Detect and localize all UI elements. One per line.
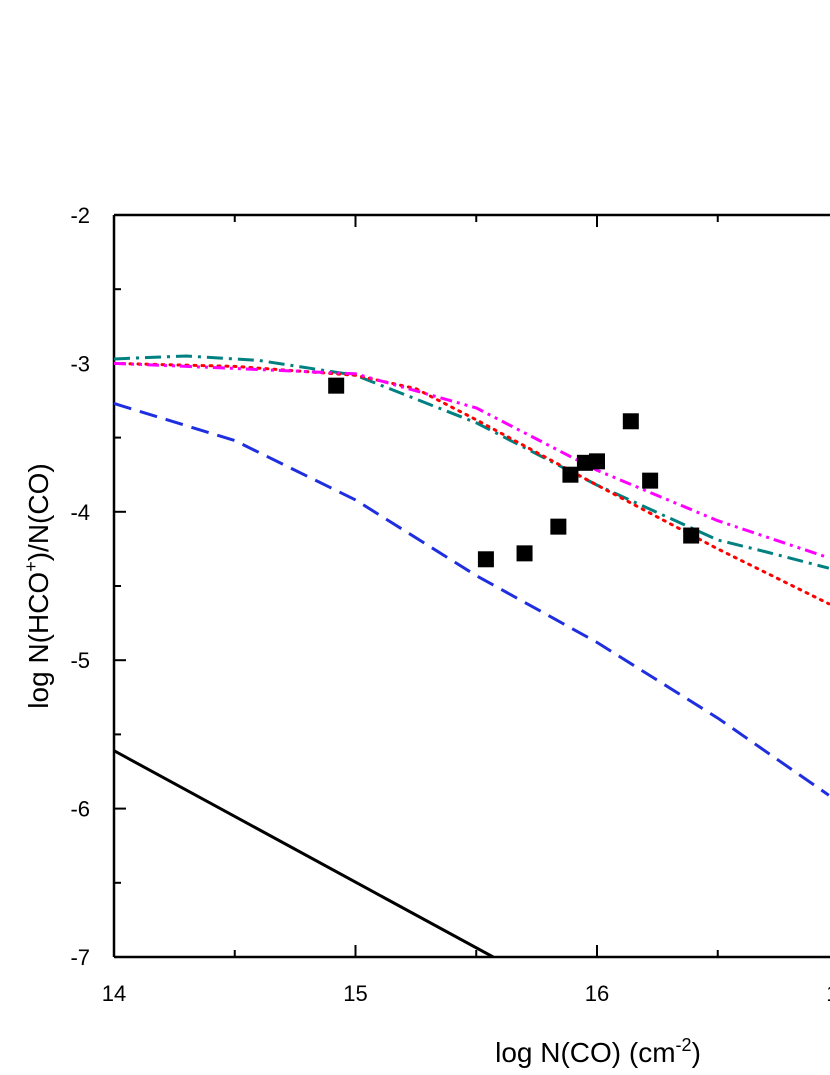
x-tick-label: 15 [343, 981, 367, 1006]
x-tick-label: 17 [826, 981, 830, 1006]
data-point [576, 454, 593, 471]
y-label-end: )/N(CO) [23, 463, 54, 561]
y-tick-label: -6 [70, 797, 90, 822]
data-point [642, 472, 659, 489]
data-point [328, 377, 345, 394]
data-point [516, 545, 533, 562]
y-label-sup: + [21, 561, 41, 572]
y-tick-label: -7 [70, 945, 90, 970]
x-label-main: log N(CO) (cm [495, 1037, 675, 1068]
x-axis-label: log N(CO) (cm-2) [495, 1035, 701, 1068]
data-point [589, 453, 605, 470]
data-point [622, 413, 639, 430]
x-tick-label: 14 [102, 981, 126, 1006]
x-tick-label: 16 [585, 981, 609, 1006]
y-tick-label: -4 [70, 500, 90, 525]
y-axis-label: log N(HCO+)/N(CO) [21, 463, 54, 708]
series-line [114, 354, 830, 570]
x-label-sup: -2 [676, 1035, 692, 1055]
y-tick-label: -2 [70, 203, 90, 228]
y-tick-label: -5 [70, 648, 90, 673]
x-label-end: ) [692, 1037, 701, 1068]
series-line [114, 749, 494, 957]
series-line [114, 402, 830, 797]
series-line [114, 361, 830, 606]
data-point [683, 527, 700, 544]
y-label-main: log N(HCO [23, 572, 54, 709]
data-point [477, 551, 494, 568]
data-point [550, 518, 567, 535]
data-point [562, 466, 579, 483]
y-tick-label: -3 [70, 351, 90, 376]
series-line [114, 361, 830, 560]
